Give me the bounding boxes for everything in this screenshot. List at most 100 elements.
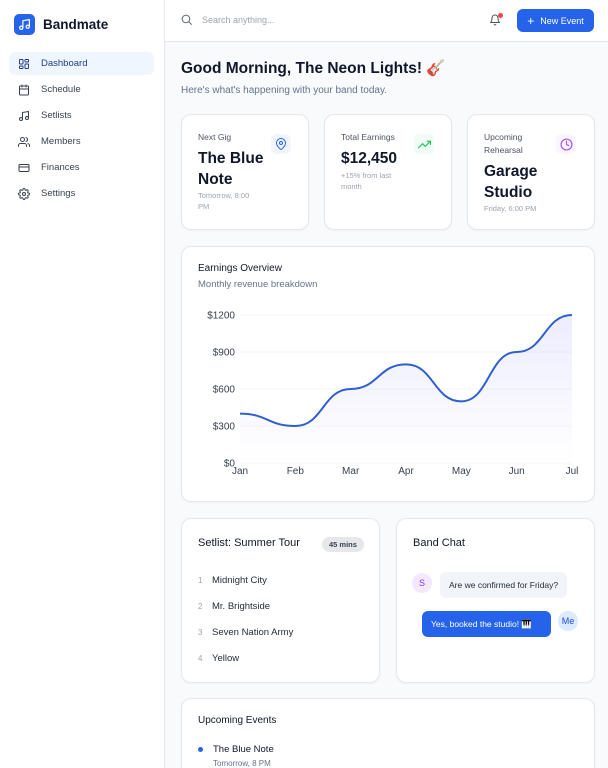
data-point[interactable] — [348, 386, 354, 392]
song-number: 1 — [198, 576, 203, 585]
page-subtitle: Here's what's happening with your band t… — [181, 85, 387, 96]
stat-label-line: Rehearsal — [484, 145, 523, 155]
data-point[interactable] — [292, 423, 298, 429]
sidebar-item-finances[interactable]: Finances — [9, 156, 154, 179]
band-chat-card: Band Chat S Are we confirmed for Friday?… — [396, 518, 595, 683]
chat-message: Are we confirmed for Friday? — [440, 572, 568, 598]
x-tick-label: Jan — [232, 466, 248, 477]
sidebar-item-label: Members — [41, 136, 81, 147]
chat-title: Band Chat — [413, 537, 465, 549]
bell-icon — [490, 14, 500, 26]
music-note-icon — [19, 110, 29, 121]
sidebar-item-settings[interactable]: Settings — [9, 182, 154, 205]
page-title: Good Morning, The Neon Lights! 🎸 — [181, 60, 446, 77]
chat-message: Yes, booked the studio! 🎹 — [422, 611, 551, 637]
calendar-icon — [19, 84, 29, 95]
stat-label: Upcoming Rehearsal — [484, 131, 523, 157]
y-tick-label: $300 — [213, 422, 236, 433]
avatar: Me — [558, 611, 578, 631]
x-tick-label: Apr — [398, 466, 414, 477]
earnings-line — [239, 314, 573, 428]
stat-value-line: Garage — [484, 163, 538, 180]
y-tick-label: $600 — [213, 385, 236, 396]
data-point[interactable] — [569, 312, 575, 318]
next-gig-card[interactable]: Next Gig The Blue Note Tomorrow, 8:00 PM — [181, 114, 309, 230]
sidebar-item-label: Dashboard — [41, 58, 88, 69]
stat-label: Next Gig — [198, 132, 232, 142]
setlist-card: Setlist: Summer Tour 45 mins 1 Midnight … — [181, 518, 380, 683]
stat-value: $12,450 — [341, 150, 398, 167]
song-title: Mr. Brightside — [212, 601, 271, 612]
top-header: + New Event — [165, 0, 608, 42]
event-dot — [198, 747, 203, 752]
sidebar-item-label: Setlists — [41, 110, 72, 121]
data-point[interactable] — [514, 349, 520, 355]
x-tick-label: May — [452, 466, 471, 477]
trending-up-icon — [414, 134, 434, 154]
earnings-area — [240, 315, 572, 463]
event-time: Tomorrow, 8 PM — [213, 759, 271, 768]
avatar: S — [412, 573, 432, 593]
song-title: Midnight City — [212, 575, 267, 586]
dashboard-icon — [19, 58, 29, 69]
stat-sub: Tomorrow, 8:00 PM — [198, 191, 249, 212]
list-item[interactable]: 4 Yellow — [198, 653, 239, 664]
stat-value-line: Studio — [484, 184, 533, 201]
stat-value: Garage Studio — [484, 161, 537, 203]
search-bar[interactable] — [180, 13, 362, 26]
stat-label: Total Earnings — [341, 132, 395, 142]
sidebar-item-label: Settings — [41, 188, 76, 199]
search-input[interactable] — [202, 14, 362, 25]
stat-value-line: Note — [198, 171, 233, 188]
clock-icon — [556, 134, 576, 154]
song-number: 3 — [198, 628, 203, 637]
sidebar-item-schedule[interactable]: Schedule — [9, 78, 154, 101]
stat-sub: Friday, 6:00 PM — [484, 204, 537, 213]
y-tick-label: $0 — [224, 459, 236, 470]
list-item[interactable]: 3 Seven Nation Army — [198, 627, 293, 638]
y-tick-label: $900 — [213, 348, 236, 359]
sidebar-item-setlists[interactable]: Setlists — [9, 104, 154, 127]
stat-sub: +15% from last month — [341, 171, 391, 192]
data-point[interactable] — [403, 361, 409, 367]
new-event-button[interactable]: + New Event — [517, 9, 594, 32]
stat-sub-line: month — [341, 181, 362, 191]
upcoming-events-card: Upcoming Events The Blue Note Tomorrow, … — [181, 698, 595, 768]
event-title[interactable]: The Blue Note — [213, 744, 274, 755]
sidebar-item-label: Schedule — [41, 84, 81, 95]
list-item[interactable]: 2 Mr. Brightside — [198, 601, 270, 612]
stat-sub-line: +15% from last — [341, 171, 392, 180]
x-tick-label: Jul — [566, 466, 579, 477]
search-icon — [181, 14, 192, 25]
earnings-card[interactable]: Total Earnings $12,450 +15% from last mo… — [324, 114, 452, 230]
new-event-label: New Event — [540, 15, 584, 26]
stat-value-line: The Blue — [198, 150, 264, 167]
stat-value: The Blue Note — [198, 148, 263, 190]
music-note-icon — [14, 14, 35, 35]
sidebar-item-dashboard[interactable]: Dashboard — [9, 52, 154, 75]
song-number: 4 — [198, 654, 203, 663]
earnings-overview-card: Earnings Overview Monthly revenue breakd… — [181, 246, 595, 502]
gear-icon — [18, 187, 30, 200]
sidebar-item-members[interactable]: Members — [9, 130, 154, 153]
stat-sub-line: Tomorrow, 8:00 — [198, 191, 250, 200]
chart-title: Earnings Overview — [198, 263, 282, 274]
x-tick-label: Mar — [342, 466, 360, 477]
sidebar-item-label: Finances — [41, 162, 80, 173]
duration-badge: 45 mins — [322, 537, 364, 552]
stat-label-line: Upcoming — [484, 132, 523, 142]
list-item[interactable]: 1 Midnight City — [198, 575, 267, 586]
x-tick-label: Jun — [509, 466, 525, 477]
brand[interactable]: Bandmate — [14, 14, 108, 35]
notifications-button[interactable] — [489, 13, 503, 27]
rehearsal-card[interactable]: Upcoming Rehearsal Garage Studio Friday,… — [467, 114, 595, 230]
earnings-chart: $0 $300 $600 $900 $1200 Jan Feb Mar Apr May Jun Jul — [207, 311, 579, 478]
credit-card-icon — [18, 163, 30, 172]
events-title: Upcoming Events — [198, 715, 277, 726]
data-point[interactable] — [458, 398, 464, 404]
x-tick-label: Feb — [287, 466, 305, 477]
setlist-title: Setlist: Summer Tour — [198, 537, 300, 549]
data-point[interactable] — [237, 411, 243, 417]
users-icon — [18, 136, 30, 147]
app-name: Bandmate — [43, 17, 109, 32]
